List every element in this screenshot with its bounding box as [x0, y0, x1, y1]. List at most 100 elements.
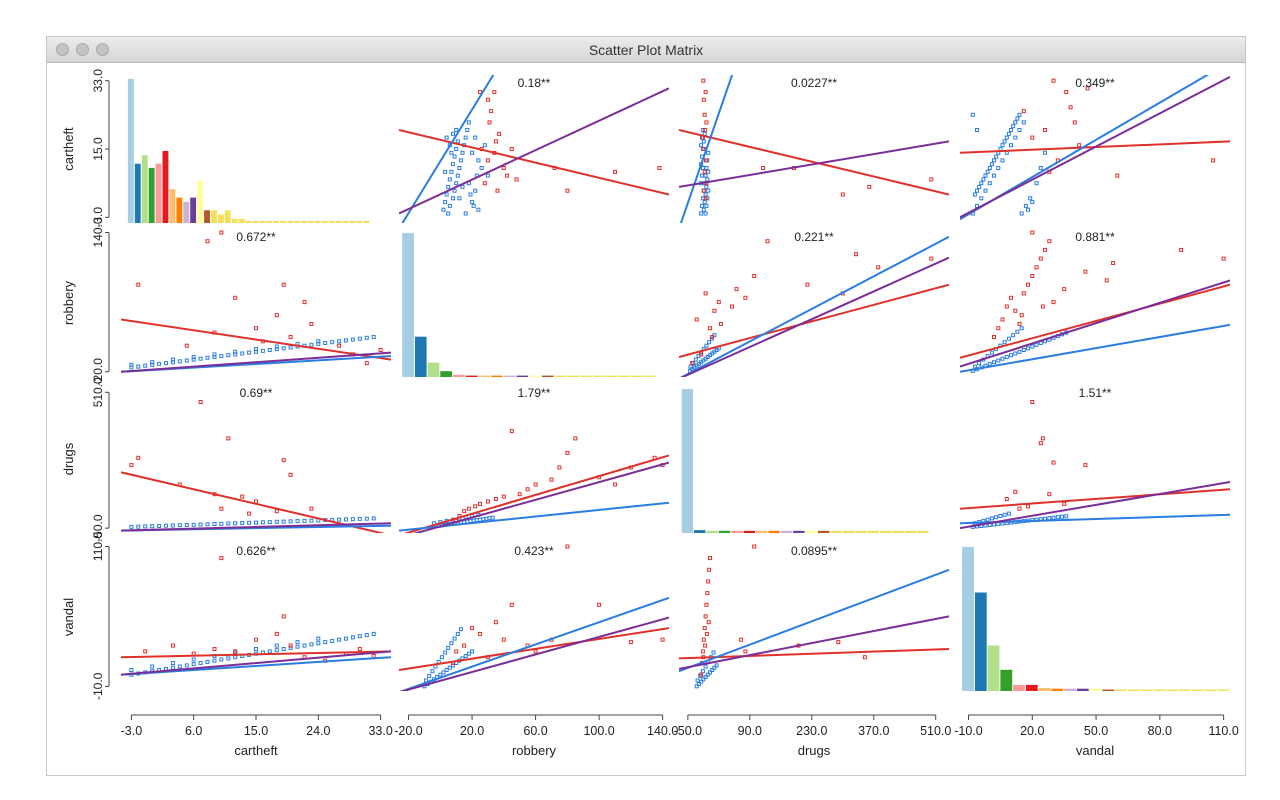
scatter-point-blue [129, 524, 134, 529]
scatter-point-blue [688, 364, 693, 369]
regression-line-blue [680, 235, 949, 377]
scatter-point-red [707, 567, 712, 572]
scatter-point-blue [447, 665, 452, 670]
correlation-label: 0.0895** [791, 544, 837, 558]
scatter-point-blue [457, 166, 462, 170]
x-axis-title-cartheft: cartheft [234, 743, 278, 758]
scatter-point-blue [438, 672, 443, 677]
scatter-point-blue [983, 173, 988, 178]
scatter-point-blue [476, 207, 481, 212]
histogram-bar-vandal [1038, 688, 1051, 691]
scatter-point-blue [1017, 128, 1022, 132]
scatter-point-red [1021, 291, 1026, 296]
scatter-point-red [212, 647, 217, 651]
scatter-point-blue [705, 177, 710, 182]
histogram-bar-cartheft [211, 210, 217, 223]
regression-line-blue [399, 596, 669, 691]
scatter-point-red [485, 97, 490, 102]
scatter-point-blue [451, 196, 455, 201]
histogram-bar-cartheft [217, 214, 224, 223]
x-tick-label: 50.0 [1084, 724, 1108, 738]
scatter-plot-matrix[interactable]: 0.18** 0.0227** 0.349** 0.672** 0.221** 0.881… [47, 37, 1247, 777]
scatter-point-red [706, 620, 711, 625]
scatter-point-blue [198, 661, 203, 665]
scatter-point-red [482, 181, 487, 186]
histogram-bar-drugs [867, 530, 879, 533]
scatter-point-red [1026, 282, 1030, 287]
histogram-bar-cartheft [141, 155, 148, 223]
scatter-point-blue [309, 518, 314, 523]
scatter-point-blue [481, 517, 486, 522]
scatter-point-blue [446, 645, 451, 650]
scatter-point-red [478, 501, 482, 506]
scatter-point-blue [482, 143, 487, 148]
scatter-point-red [492, 90, 497, 95]
scatter-point-blue [451, 131, 455, 136]
scatter-point-blue [274, 519, 279, 524]
scatter-point-blue [1009, 128, 1013, 132]
scatter-point-blue [1013, 351, 1018, 356]
scatter-point-blue [247, 350, 252, 355]
scatter-point-red [1030, 135, 1035, 140]
scatter-point-red [1064, 90, 1069, 95]
x-tick-label: 230.0 [796, 724, 827, 738]
minimize-button[interactable] [76, 43, 89, 56]
scatter-point-red [136, 282, 141, 287]
histogram-bar-cartheft [176, 197, 183, 223]
close-button[interactable] [56, 43, 69, 56]
histogram-bar-cartheft [363, 220, 370, 223]
scatter-point-blue [694, 684, 699, 689]
scatter-point-red [495, 188, 500, 193]
scatter-point-red [288, 335, 293, 339]
scatter-point-blue [288, 645, 293, 650]
scatter-point-red [493, 497, 498, 501]
scatter-point-blue [371, 516, 376, 521]
regression-line-purple [960, 279, 1230, 368]
histogram-bar-cartheft [238, 218, 245, 223]
histogram-bar-vandal [1013, 684, 1025, 691]
scatter-point-blue [989, 516, 994, 521]
scatter-point-red [752, 544, 757, 549]
regression-line-red [679, 283, 949, 358]
scatter-point-blue [1009, 353, 1013, 358]
y-tick-label: -10.0 [91, 672, 105, 700]
scatter-point-blue [466, 651, 471, 656]
scatter-point-blue [992, 158, 996, 163]
scatter-point-red [690, 361, 695, 366]
scatter-point-blue [455, 173, 460, 178]
scatter-point-red [247, 511, 252, 516]
scatter-point-blue [449, 641, 454, 646]
scatter-point-red [1038, 441, 1043, 446]
scatter-point-blue [703, 192, 708, 197]
zoom-button[interactable] [96, 43, 109, 56]
scatter-point-blue [700, 128, 705, 132]
histogram-bar-vandal [987, 645, 1000, 691]
histogram-bar-vandal [1051, 688, 1064, 691]
scatter-point-red [509, 147, 514, 151]
scatter-point-blue [430, 669, 435, 674]
scatter-point-blue [707, 340, 712, 345]
correlation-label: 0.881** [1075, 230, 1115, 244]
correlation-label: 0.0227** [791, 76, 837, 90]
scatter-point-blue [977, 184, 982, 189]
scatter-point-blue [170, 661, 175, 665]
scatter-point-blue [219, 521, 224, 526]
scatter-point-blue [1055, 515, 1060, 520]
scatter-point-blue [463, 135, 468, 140]
histogram-bar-cartheft [183, 201, 190, 223]
regression-line-red [403, 454, 669, 533]
x-tick-label: 80.0 [1148, 724, 1172, 738]
regression-line-red [960, 488, 1230, 510]
scatter-point-blue [463, 211, 468, 216]
histogram-bar-vandal [1191, 689, 1204, 691]
scatter-point-blue [129, 362, 134, 367]
scatter-point-blue [337, 517, 342, 522]
histogram-bar-robbery [618, 375, 630, 377]
scatter-point-red [1111, 261, 1116, 265]
scatter-point-blue [989, 350, 994, 355]
scatter-point-blue [1021, 120, 1026, 125]
histogram-bar-robbery [580, 375, 592, 377]
scatter-point-blue [226, 521, 231, 526]
x-tick-label: 370.0 [858, 724, 889, 738]
regression-line-blue [679, 75, 734, 223]
